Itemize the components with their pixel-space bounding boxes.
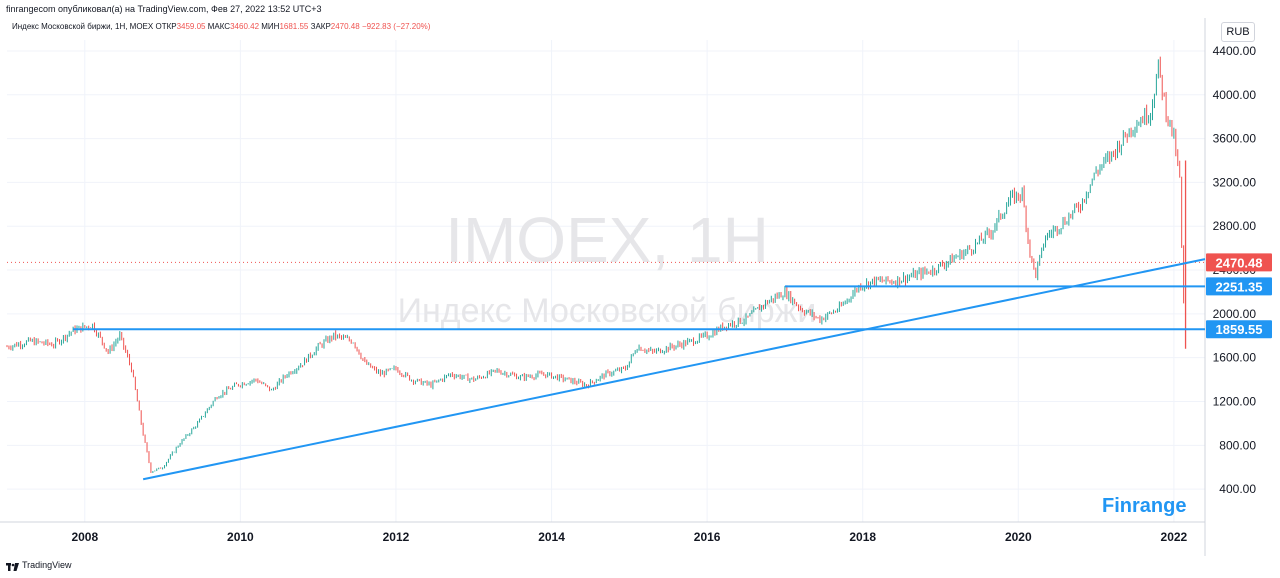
level-price-tag: 1859.55 bbox=[1206, 320, 1272, 339]
level-price-tag-bg bbox=[1206, 277, 1272, 296]
y-tick-label: 1200.00 bbox=[1213, 395, 1257, 409]
last-price-tag-bg bbox=[1206, 253, 1272, 272]
currency-button[interactable]: RUB bbox=[1221, 22, 1255, 42]
y-tick-label: 400.00 bbox=[1219, 482, 1256, 496]
x-tick-label: 2018 bbox=[849, 530, 876, 544]
watermark-name: Индекс Московской биржи bbox=[398, 292, 817, 330]
legend-open: 3459.05 bbox=[176, 22, 206, 31]
legend-low: 1681.55 bbox=[279, 22, 309, 31]
y-tick-label: 1600.00 bbox=[1213, 351, 1257, 365]
legend-high: 3460.42 bbox=[230, 22, 260, 31]
y-tick-label: 800.00 bbox=[1219, 438, 1256, 452]
legend-open-label: ОТКР bbox=[155, 22, 177, 31]
trend-line bbox=[142, 258, 1206, 481]
x-tick-label: 2020 bbox=[1005, 530, 1032, 544]
last-price-tag-text: 2470.48 bbox=[1216, 255, 1263, 270]
y-tick-label: 3200.00 bbox=[1213, 175, 1257, 189]
legend-low-label: МИН bbox=[261, 22, 280, 31]
y-tick-label: 3600.00 bbox=[1213, 132, 1257, 146]
legend-close: 2470.48 bbox=[330, 22, 360, 31]
footer-logo-text: TradingView bbox=[22, 560, 72, 570]
y-tick-label: 2000.00 bbox=[1213, 307, 1257, 321]
footer-logo: TradingView bbox=[6, 558, 72, 572]
ohlc-legend: Индекс Московской биржи, 1Н, MOEX ОТКР34… bbox=[12, 22, 430, 31]
x-tick-label: 2010 bbox=[227, 530, 254, 544]
y-tick-label: 4000.00 bbox=[1213, 88, 1257, 102]
last-price-tag: 2470.48 bbox=[1206, 253, 1272, 272]
publish-line: finrangecom опубликовал(а) на TradingVie… bbox=[6, 4, 322, 14]
level-price-tag-text: 1859.55 bbox=[1216, 322, 1263, 337]
x-tick-label: 2008 bbox=[71, 530, 98, 544]
x-tick-label: 2022 bbox=[1161, 530, 1188, 544]
level-price-tag: 2251.35 bbox=[1206, 277, 1272, 296]
x-tick-label: 2016 bbox=[694, 530, 721, 544]
legend-change: −922.83 (−27.20%) bbox=[361, 22, 431, 31]
y-tick-label: 2800.00 bbox=[1213, 219, 1257, 233]
legend-close-label: ЗАКР bbox=[310, 22, 331, 31]
level-price-tag-bg bbox=[1206, 320, 1272, 339]
watermark-ticker: IMOEX, 1H bbox=[445, 204, 769, 276]
x-tick-label: 2014 bbox=[538, 530, 565, 544]
legend-symbol: Индекс Московской биржи, 1Н, MOEX bbox=[12, 22, 154, 31]
level-price-tag-text: 2251.35 bbox=[1216, 279, 1263, 294]
y-tick-label: 4400.00 bbox=[1213, 44, 1257, 58]
tradingview-logo-icon bbox=[6, 561, 19, 571]
brand-label: Finrange bbox=[1102, 495, 1187, 517]
x-tick-label: 2012 bbox=[383, 530, 410, 544]
legend-high-label: МАКС bbox=[207, 22, 231, 31]
